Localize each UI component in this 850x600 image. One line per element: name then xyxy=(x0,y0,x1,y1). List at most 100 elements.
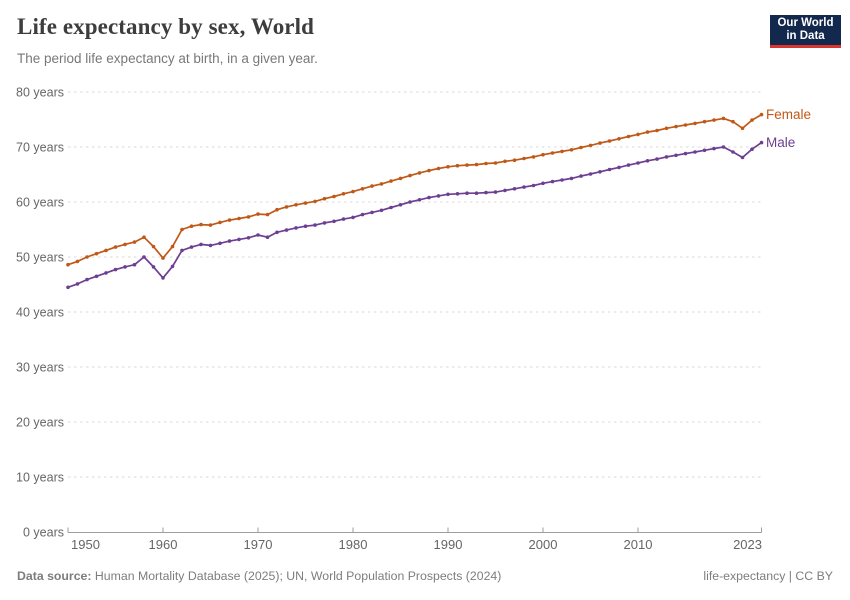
male-line-point xyxy=(104,271,108,275)
male-line-point xyxy=(702,148,707,153)
male-line-point xyxy=(455,192,460,196)
female-line-point xyxy=(598,141,602,145)
male-line-point xyxy=(389,205,393,210)
male-line-point xyxy=(465,191,469,195)
male-line-point xyxy=(683,151,688,156)
female-line-point xyxy=(379,182,384,186)
y-axis-tick-label: 30 years xyxy=(16,360,64,374)
male-line-point xyxy=(113,267,118,272)
male-line-point xyxy=(180,248,184,253)
male-line-point xyxy=(379,208,384,213)
female-line-point xyxy=(465,163,469,167)
y-axis-tick-label: 70 years xyxy=(16,140,64,154)
male-line-point xyxy=(132,262,137,267)
female-line-point xyxy=(303,201,308,205)
data-source-text: Human Mortality Database (2025); UN, Wor… xyxy=(91,569,502,583)
data-source: Data source: Human Mortality Database (2… xyxy=(17,569,501,583)
male-line-point xyxy=(332,219,336,224)
female-line-point xyxy=(227,218,232,222)
female-line-point xyxy=(313,199,317,204)
female-line-point xyxy=(750,118,754,122)
female-line-point xyxy=(360,187,365,191)
female-line-point xyxy=(636,132,640,137)
male-line-point xyxy=(246,236,251,240)
male-line-point xyxy=(151,265,156,269)
female-line-point xyxy=(569,148,574,152)
male-line-point xyxy=(218,241,222,246)
male-line-point xyxy=(560,178,564,182)
male-line-point xyxy=(189,245,194,249)
male-line-point xyxy=(75,282,80,286)
male-line-point xyxy=(493,190,498,194)
male-line-point xyxy=(607,167,612,172)
male-line-point xyxy=(484,190,488,195)
male-line-point xyxy=(94,274,99,279)
female-line-point xyxy=(531,155,536,159)
male-line-point xyxy=(436,194,441,198)
female-line-point xyxy=(189,224,194,228)
female-line-point xyxy=(474,162,479,167)
y-axis-tick-label: 60 years xyxy=(16,195,64,209)
female-line-point xyxy=(75,259,80,264)
male-line-point xyxy=(598,170,602,174)
female-line-point xyxy=(655,128,659,133)
x-axis-tick-label: 2023 xyxy=(733,537,762,552)
female-line-point xyxy=(408,173,412,178)
female-line-point xyxy=(721,116,726,121)
male-line-point xyxy=(398,203,403,207)
female-line-point xyxy=(322,196,327,201)
male-line-point xyxy=(341,217,346,221)
male-line-point xyxy=(199,242,203,247)
male-line-point xyxy=(750,147,754,151)
female-line-point xyxy=(446,165,450,169)
female-line-point xyxy=(484,161,488,166)
male-line-point xyxy=(303,224,308,228)
male-line-point xyxy=(208,243,213,248)
owid-logo[interactable]: Our World in Data xyxy=(770,15,841,48)
y-axis-tick-label: 20 years xyxy=(16,415,64,429)
male-line-point xyxy=(161,276,165,280)
male-line-point xyxy=(227,239,232,243)
male-line-point xyxy=(427,195,431,200)
x-axis-tick-label: 1960 xyxy=(149,537,178,552)
female-line-point xyxy=(132,240,137,244)
female-line-point xyxy=(398,176,403,181)
y-axis-tick-label: 40 years xyxy=(16,305,64,319)
female-line-point xyxy=(759,112,764,117)
male-line-point xyxy=(408,200,412,204)
female-line-point xyxy=(284,205,289,209)
male-line-point xyxy=(294,226,298,230)
female-line xyxy=(67,113,763,266)
x-axis-tick-label: 2010 xyxy=(624,537,653,552)
female-line-point xyxy=(683,123,688,127)
male-line-point xyxy=(693,150,697,154)
female-line-point xyxy=(702,119,707,124)
page-title: Life expectancy by sex, World xyxy=(17,14,314,39)
male-line-point xyxy=(370,210,374,215)
male-line-point xyxy=(351,215,355,220)
female-line-point xyxy=(645,130,650,134)
male-line-point xyxy=(664,155,669,159)
female-line-point xyxy=(218,220,222,225)
male-line-point xyxy=(721,145,726,149)
female-line-point xyxy=(436,166,441,171)
male-line-point xyxy=(512,187,517,191)
male-line-point xyxy=(275,230,279,235)
license-link[interactable]: life-expectancy | CC BY xyxy=(703,569,833,583)
female-line-point xyxy=(503,159,507,164)
male-line-point xyxy=(626,163,631,167)
male-line-point xyxy=(170,264,175,269)
x-axis-tick-label: 1990 xyxy=(434,537,463,552)
male-line-point xyxy=(636,161,640,165)
owid-logo-line2: in Data xyxy=(786,30,825,42)
female-line-point xyxy=(123,242,127,247)
male-line-point xyxy=(617,165,621,170)
y-axis-tick-label: 10 years xyxy=(16,470,64,484)
female-line-point xyxy=(712,118,716,122)
male-line-point xyxy=(446,192,450,197)
x-axis-tick-label: 1980 xyxy=(339,537,368,552)
male-line-point xyxy=(550,179,555,184)
female-line-point xyxy=(199,222,203,227)
female-line-point xyxy=(740,126,745,131)
